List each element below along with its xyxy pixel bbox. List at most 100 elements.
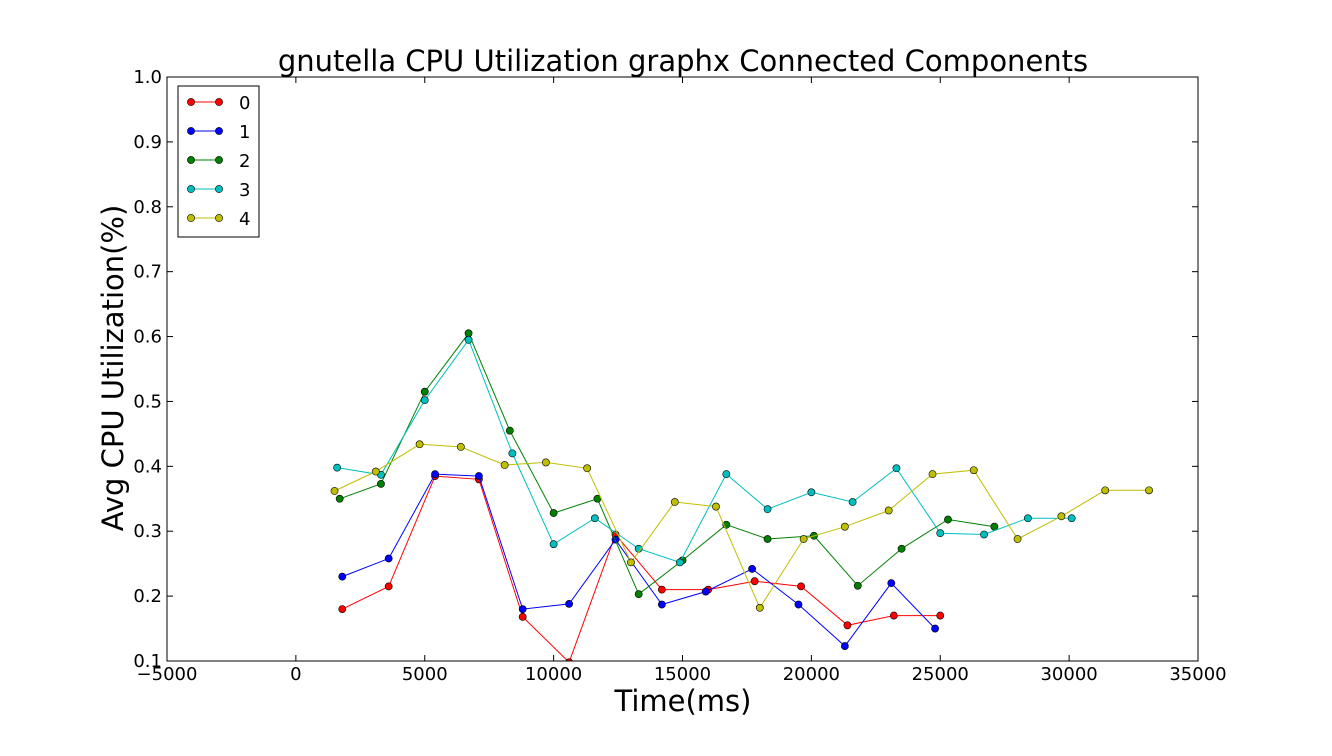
data-point	[944, 515, 952, 524]
data-point	[712, 502, 720, 511]
legend-label: 2	[239, 151, 250, 172]
data-point	[657, 585, 666, 594]
data-point	[384, 582, 393, 591]
data-point	[1101, 486, 1110, 495]
data-point	[508, 449, 517, 458]
y-tick-label: 0.7	[133, 262, 162, 283]
legend-item: 2	[187, 151, 250, 172]
series-line	[337, 338, 1072, 564]
data-point	[431, 470, 439, 479]
y-tick-label: 0.3	[133, 521, 162, 542]
series-line	[334, 443, 1149, 609]
data-point	[565, 599, 573, 608]
data-point	[763, 535, 772, 543]
data-point	[848, 498, 857, 506]
plot-area	[166, 76, 1199, 662]
data-point	[541, 458, 550, 467]
legend-label: 4	[239, 209, 250, 230]
x-tick-label: 15000	[654, 664, 711, 685]
series-1	[338, 470, 939, 650]
data-point	[763, 505, 772, 514]
data-point	[1067, 514, 1076, 523]
data-point	[1013, 535, 1022, 543]
data-point	[1145, 486, 1153, 495]
data-point	[840, 522, 849, 531]
data-point	[464, 335, 473, 344]
data-point	[722, 470, 731, 479]
series-layer	[330, 329, 1153, 661]
data-point	[748, 564, 756, 573]
data-point	[969, 466, 978, 475]
data-point	[897, 544, 906, 553]
series-4	[330, 440, 1153, 612]
x-tick-label: 0	[290, 664, 301, 685]
legend-label: 1	[239, 122, 250, 143]
data-point	[1057, 512, 1066, 521]
data-point	[500, 461, 509, 469]
legend-item: 3	[187, 180, 250, 201]
data-point	[670, 498, 679, 506]
data-point	[384, 554, 393, 563]
data-point	[583, 464, 592, 473]
data-point	[843, 621, 852, 630]
x-tick-label: 20000	[783, 664, 840, 685]
data-point	[330, 487, 339, 495]
data-point	[807, 488, 816, 497]
data-point	[931, 624, 939, 633]
x-tick-label: −5000	[137, 664, 198, 685]
data-point	[887, 579, 896, 588]
y-tick-label: 0.4	[133, 456, 162, 477]
legend-marker	[215, 156, 223, 164]
series-line	[342, 473, 936, 647]
series-line	[339, 332, 995, 595]
legend-marker	[187, 98, 195, 106]
chart-title: gnutella CPU Utilization graphx Connecte…	[278, 44, 1088, 78]
legend-label: 3	[239, 180, 250, 201]
data-point	[928, 470, 937, 479]
data-point	[657, 600, 666, 609]
data-point	[799, 535, 808, 543]
y-tick-label: 0.1	[133, 651, 162, 672]
legend-marker	[215, 127, 223, 135]
data-point	[936, 611, 945, 620]
data-point	[505, 426, 514, 435]
y-tick-label: 0.9	[133, 132, 162, 153]
x-tick-label: 10000	[525, 664, 582, 685]
data-point	[518, 605, 527, 613]
y-axis-label: Avg CPU Utilization(%)	[96, 205, 130, 532]
legend: 0 1 2 3 4	[177, 85, 260, 238]
data-point	[474, 472, 483, 480]
data-point	[755, 603, 764, 612]
y-tick-label: 0.6	[133, 327, 162, 348]
data-point	[338, 605, 347, 613]
data-point	[1023, 514, 1032, 523]
y-tick-label: 0.2	[133, 586, 162, 607]
data-point	[634, 590, 643, 599]
x-tick-label: 35000	[1169, 664, 1226, 685]
data-point	[456, 442, 465, 451]
data-point	[892, 464, 901, 473]
x-tick-label: 25000	[912, 664, 969, 685]
data-point	[335, 494, 344, 503]
data-point	[333, 463, 342, 472]
data-point	[377, 479, 385, 488]
data-point	[853, 581, 862, 590]
legend-marker	[187, 185, 195, 193]
data-point	[980, 530, 988, 539]
data-point	[797, 582, 805, 591]
legend-marker	[215, 214, 223, 222]
legend-item: 1	[187, 122, 250, 143]
data-point	[794, 600, 803, 609]
axis-ticks: −5000 0 5000 10000 15000 20000 25000 30000 35000…	[133, 67, 1226, 685]
legend-item: 0	[187, 93, 250, 114]
data-point	[750, 577, 759, 586]
legend-marker	[187, 127, 195, 135]
x-tick-label: 5000	[402, 664, 448, 685]
data-point	[549, 540, 558, 549]
data-point	[420, 387, 429, 396]
x-tick-label: 30000	[1040, 664, 1097, 685]
legend-marker	[187, 156, 195, 164]
data-point	[464, 329, 473, 338]
y-tick-label: 0.5	[133, 391, 162, 412]
